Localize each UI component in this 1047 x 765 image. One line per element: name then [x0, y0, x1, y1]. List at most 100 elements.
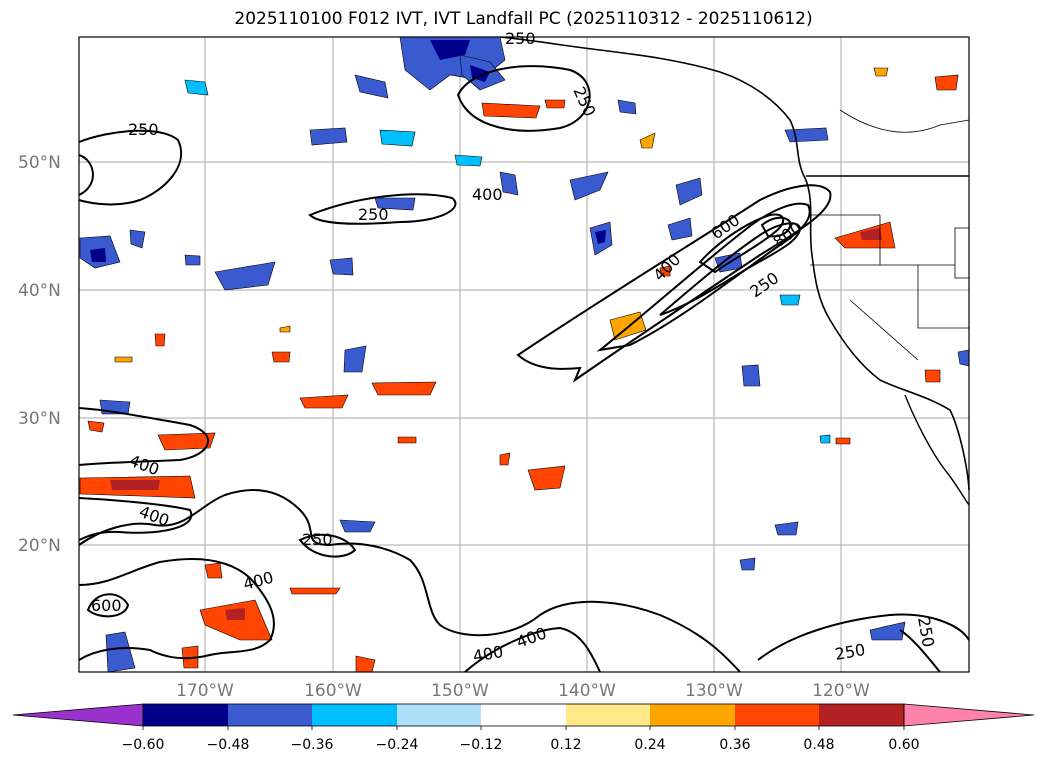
- ivt-contour-800: [760, 216, 792, 238]
- contour-label: 400: [472, 185, 503, 204]
- blue-patch: [957, 349, 970, 367]
- contour-label: 250: [128, 120, 159, 139]
- warm-patch: [659, 265, 671, 277]
- lat-label-40n: 40°N: [18, 281, 61, 301]
- colorbar-segment: [228, 704, 312, 726]
- colorbar-tick-label: −0.60: [122, 737, 165, 753]
- warm-patch: [397, 436, 417, 444]
- colorbar-tick-label: −0.12: [460, 737, 503, 753]
- ivt-contour-400-inner: [659, 222, 802, 316]
- lon-label-140w: 140°W: [558, 681, 616, 701]
- blue-patch: [329, 257, 354, 276]
- state-borders: [810, 214, 919, 361]
- warm-patch: [873, 67, 889, 77]
- colorbar-frame: [142, 703, 905, 727]
- ivt-contour-250: [308, 193, 457, 225]
- colorbar-extend-right: [903, 703, 1035, 727]
- blue-patch: [784, 127, 829, 143]
- ivt-contour-250: [757, 613, 970, 673]
- lon-label-130w: 130°W: [685, 681, 743, 701]
- colorbar-extend-left: [12, 703, 144, 727]
- blue-patch: [379, 129, 416, 147]
- blue-patch: [667, 217, 693, 241]
- contour-label: 250: [505, 29, 536, 48]
- coastlines: [499, 36, 970, 506]
- warm-patch: [110, 480, 160, 490]
- warm-patch: [204, 562, 223, 579]
- coastline: [499, 36, 970, 491]
- map-border: [78, 36, 970, 673]
- graticule: [79, 37, 969, 672]
- blue-patch: [339, 519, 376, 533]
- blue-patch: [90, 248, 106, 262]
- lat-label-30n: 30°N: [18, 409, 61, 429]
- colorbar-segment: [143, 704, 228, 726]
- colorbar-segment: [481, 704, 566, 726]
- colorbar-tick-label: −0.48: [207, 737, 250, 753]
- ivt-contours: [78, 65, 970, 673]
- colorbar-segment: [566, 704, 650, 726]
- colorbar-segment: [819, 704, 904, 726]
- warm-patch: [639, 132, 656, 149]
- colorbar-segment: [397, 704, 481, 726]
- blue-patch: [374, 197, 416, 211]
- ivt-contour-400: [78, 557, 275, 661]
- warm-patch: [114, 356, 133, 363]
- warm-patch: [835, 437, 851, 445]
- ivt-contour-250: [456, 65, 591, 132]
- warm-patch: [279, 325, 291, 333]
- warm-patch: [289, 587, 341, 595]
- warm-patch: [924, 369, 941, 383]
- warm-patch: [934, 74, 959, 91]
- blue-patch: [184, 254, 201, 266]
- negative-anomaly-patches: [79, 36, 970, 673]
- blue-patch: [105, 631, 136, 673]
- colorbar-segment: [735, 704, 819, 726]
- ivt-contour-600: [86, 593, 130, 618]
- lat-label-50n: 50°N: [18, 153, 61, 173]
- ivt-contour-400: [464, 626, 601, 673]
- ivt-contour-400: [78, 407, 210, 466]
- map-area: [79, 37, 969, 672]
- warm-patch: [181, 645, 199, 669]
- colorbar-tick-label: 0.12: [550, 737, 581, 753]
- ivt-contour-250: [78, 489, 741, 673]
- contour-label: 600: [91, 596, 122, 615]
- colorbar-tick-label: −0.36: [291, 737, 334, 753]
- warm-patch: [527, 465, 566, 491]
- ivt-contour-250: [516, 184, 832, 383]
- blue-patch: [741, 364, 761, 387]
- contour-label: 250: [302, 530, 333, 549]
- blue-patch: [454, 154, 483, 167]
- blue-patch: [869, 621, 906, 641]
- blue-patch: [779, 294, 801, 306]
- ivt-contour-250: [78, 129, 183, 206]
- blue-patch: [214, 261, 276, 291]
- blue-patch: [309, 127, 348, 146]
- colorbar-segment: [650, 704, 735, 726]
- baja-coast: [904, 394, 970, 506]
- warm-patch: [225, 608, 245, 620]
- blue-patch: [617, 99, 637, 115]
- ivt-contour-400: [596, 202, 811, 352]
- blue-patch: [184, 79, 209, 96]
- warm-patch: [860, 228, 882, 240]
- warm-patch: [87, 420, 105, 433]
- positive-anomaly-patches: [79, 67, 959, 673]
- blue-patch: [343, 345, 367, 373]
- map-title: 2025110100 F012 IVT, IVT Landfall PC (20…: [234, 9, 813, 29]
- warm-patch: [371, 381, 437, 396]
- warm-patch: [544, 99, 566, 109]
- colorbar-tick-label: 0.24: [634, 737, 665, 753]
- blue-patch: [499, 171, 519, 196]
- blue-patch: [774, 521, 799, 536]
- lon-label-160w: 160°W: [304, 681, 362, 701]
- blue-patch: [354, 74, 389, 99]
- colorbar: −0.60 −0.48 −0.36 −0.24 −0.12 0.12 0.24 …: [12, 703, 1035, 753]
- colorbar-tick-label: 0.60: [888, 737, 919, 753]
- warm-patch: [154, 333, 166, 347]
- blue-patch: [129, 229, 146, 249]
- blue-patch: [675, 177, 703, 206]
- colorbar-tick-label: 0.36: [719, 737, 750, 753]
